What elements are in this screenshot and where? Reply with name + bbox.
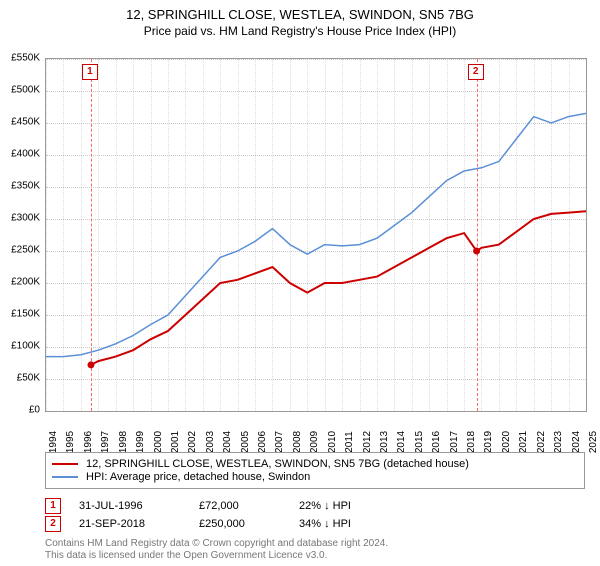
x-axis-label: 2018	[466, 431, 477, 453]
x-axis-label: 2023	[553, 431, 564, 453]
x-axis-label: 2016	[431, 431, 442, 453]
y-axis-label: £0	[29, 405, 40, 416]
chart-subtitle: Price paid vs. HM Land Registry's House …	[0, 24, 600, 38]
legend-label-2: HPI: Average price, detached house, Swin…	[86, 471, 310, 483]
y-axis-label: £150K	[11, 309, 40, 320]
x-axis-label: 2024	[571, 431, 582, 453]
legend-label-1: 12, SPRINGHILL CLOSE, WESTLEA, SWINDON, …	[86, 458, 469, 470]
x-axis-label: 1994	[48, 431, 59, 453]
x-axis-label: 2019	[483, 431, 494, 453]
y-axis-label: £100K	[11, 341, 40, 352]
x-axis-label: 2012	[362, 431, 373, 453]
event-price-1: £72,000	[199, 500, 299, 512]
lines-svg	[46, 59, 586, 411]
x-axis-label: 2002	[187, 431, 198, 453]
legend-row-series2: HPI: Average price, detached house, Swin…	[52, 471, 578, 483]
x-axis-label: 2015	[414, 431, 425, 453]
event-pct-1: 22% ↓ HPI	[299, 500, 419, 512]
event-marker-2: 2	[45, 516, 61, 532]
x-axis-label: 2004	[222, 431, 233, 453]
x-axis-label: 2000	[153, 431, 164, 453]
footer-attribution: Contains HM Land Registry data © Crown c…	[45, 538, 585, 562]
y-axis-label: £450K	[11, 117, 40, 128]
x-axis-label: 2025	[588, 431, 599, 453]
chart-title: 12, SPRINGHILL CLOSE, WESTLEA, SWINDON, …	[0, 6, 600, 24]
event-date-2: 21-SEP-2018	[79, 518, 199, 530]
x-axis-label: 2001	[170, 431, 181, 453]
legend-swatch-1	[52, 463, 78, 465]
chart-container: 12, SPRINGHILL CLOSE, WESTLEA, SWINDON, …	[0, 6, 600, 566]
x-axis-label: 2006	[257, 431, 268, 453]
legend-swatch-2	[52, 476, 78, 478]
chart-marker-1: 1	[82, 64, 98, 80]
y-axis-label: £50K	[17, 373, 40, 384]
data-point	[473, 248, 480, 255]
chart-marker-2: 2	[468, 64, 484, 80]
x-axis-label: 2003	[205, 431, 216, 453]
data-point	[87, 361, 94, 368]
x-axis-label: 2013	[379, 431, 390, 453]
event-date-1: 31-JUL-1996	[79, 500, 199, 512]
plot-area	[45, 58, 587, 412]
y-axis-label: £400K	[11, 149, 40, 160]
y-axis-label: £500K	[11, 85, 40, 96]
x-axis-label: 1998	[118, 431, 129, 453]
y-axis-label: £550K	[11, 53, 40, 64]
event-price-2: £250,000	[199, 518, 299, 530]
x-axis-label: 2020	[501, 431, 512, 453]
x-axis-label: 2008	[292, 431, 303, 453]
series-price_paid	[91, 211, 586, 365]
x-axis-label: 2005	[240, 431, 251, 453]
event-row-2: 2 21-SEP-2018 £250,000 34% ↓ HPI	[45, 516, 585, 532]
x-axis-label: 2014	[396, 431, 407, 453]
y-axis-label: £200K	[11, 277, 40, 288]
x-axis-label: 1995	[65, 431, 76, 453]
x-axis-label: 2022	[536, 431, 547, 453]
x-axis-label: 2009	[309, 431, 320, 453]
x-axis-label: 1997	[100, 431, 111, 453]
x-axis-label: 2010	[327, 431, 338, 453]
series-hpi	[46, 113, 586, 356]
x-axis-label: 2017	[449, 431, 460, 453]
event-pct-2: 34% ↓ HPI	[299, 518, 419, 530]
y-axis-label: £250K	[11, 245, 40, 256]
events-table: 1 31-JUL-1996 £72,000 22% ↓ HPI 2 21-SEP…	[45, 496, 585, 534]
legend: 12, SPRINGHILL CLOSE, WESTLEA, SWINDON, …	[45, 452, 585, 489]
event-row-1: 1 31-JUL-1996 £72,000 22% ↓ HPI	[45, 498, 585, 514]
x-axis-label: 2021	[518, 431, 529, 453]
x-axis-label: 2007	[274, 431, 285, 453]
x-axis-label: 2011	[344, 431, 355, 453]
y-axis-label: £350K	[11, 181, 40, 192]
event-marker-1: 1	[45, 498, 61, 514]
x-axis-label: 1999	[135, 431, 146, 453]
legend-row-series1: 12, SPRINGHILL CLOSE, WESTLEA, SWINDON, …	[52, 458, 578, 470]
y-axis-label: £300K	[11, 213, 40, 224]
x-axis-label: 1996	[83, 431, 94, 453]
